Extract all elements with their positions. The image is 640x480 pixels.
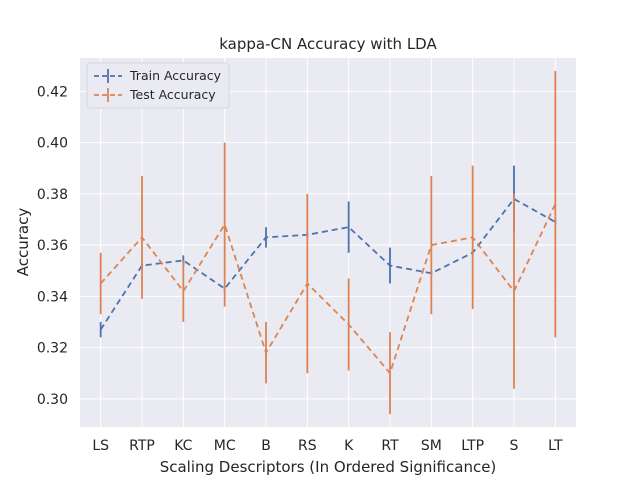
series-line-1	[99, 203, 557, 375]
x-tick-label: SM	[421, 438, 442, 454]
x-tick-label: K	[344, 438, 354, 454]
x-axis-title: Scaling Descriptors (In Ordered Signific…	[160, 458, 497, 476]
x-tick-label: S	[510, 438, 519, 454]
x-tick-label: KC	[174, 438, 192, 454]
x-tick-label: RT	[381, 438, 399, 454]
plot-area	[80, 58, 576, 427]
series-line-0	[99, 198, 556, 331]
legend-box	[86, 62, 230, 109]
x-tick-label: MC	[214, 438, 236, 454]
series-layer	[99, 70, 557, 415]
x-tick-label: LT	[548, 438, 563, 454]
legend: Train Accuracy Test Accuracy	[86, 62, 230, 109]
x-tick-label: LS	[92, 438, 109, 454]
y-tick-label: 0.40	[37, 136, 68, 152]
y-tick-label: 0.30	[37, 392, 68, 408]
y-tick-label: 0.42	[37, 84, 68, 100]
x-tick-label: RS	[298, 438, 317, 454]
legend-label-test: Test Accuracy	[129, 87, 216, 102]
y-axis-title: Accuracy	[14, 208, 32, 277]
chart-title: kappa-CN Accuracy with LDA	[219, 35, 437, 53]
x-tick-label: RTP	[129, 438, 155, 454]
ticks: 0.30 0.32 0.34 0.36 0.38 0.40 0.42 LS RTP KC MC B RS…	[37, 84, 563, 454]
y-tick-label: 0.32	[37, 341, 68, 357]
x-tick-label: B	[261, 438, 271, 454]
legend-label-train: Train Accuracy	[129, 68, 222, 83]
y-tick-label: 0.34	[37, 289, 68, 305]
x-tick-label: LTP	[461, 438, 484, 454]
y-tick-label: 0.36	[37, 238, 68, 254]
y-tick-label: 0.38	[37, 187, 68, 203]
